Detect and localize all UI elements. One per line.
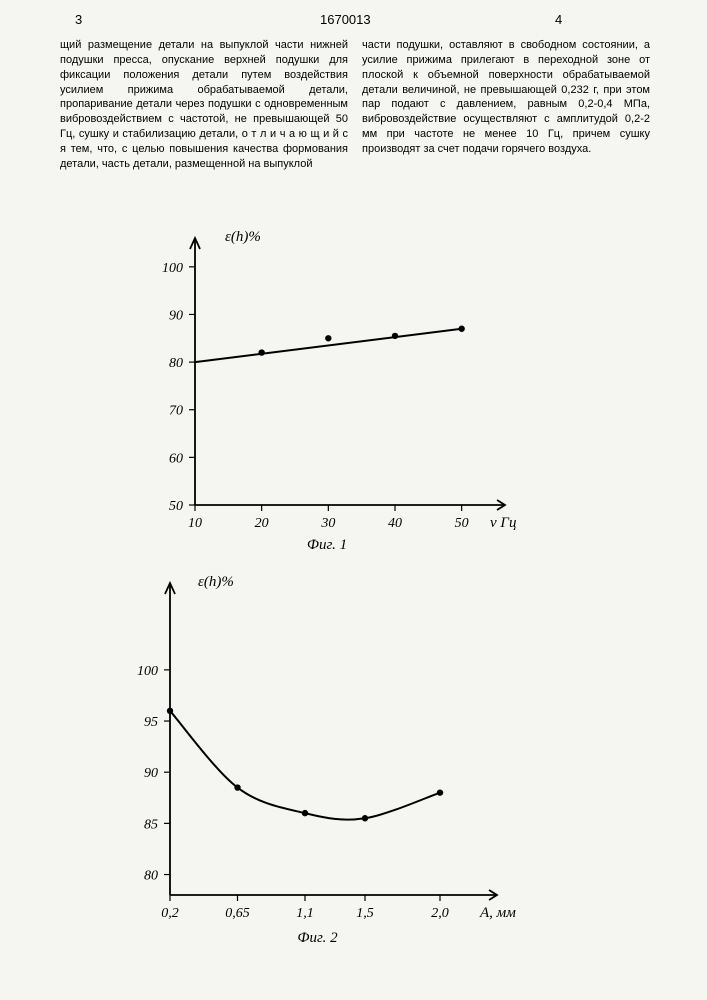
svg-text:80: 80: [144, 869, 158, 884]
svg-text:50: 50: [455, 516, 469, 531]
svg-text:20: 20: [255, 516, 269, 531]
svg-text:2,0: 2,0: [431, 906, 449, 921]
svg-text:30: 30: [320, 516, 335, 531]
text-col-1: щий размещение детали на выпуклой части …: [60, 38, 348, 172]
chart-1: 50 60 70 80 90 100 10 20 30 40 50 ε(h)% ν Гц Фиг. 1: [130, 225, 550, 555]
svg-text:100: 100: [162, 261, 183, 276]
svg-text:90: 90: [169, 308, 183, 323]
body-text: щий размещение детали на выпуклой части …: [60, 38, 650, 172]
page-num-right: 4: [555, 12, 562, 27]
svg-text:60: 60: [169, 451, 183, 466]
page-num-left: 3: [75, 12, 82, 27]
svg-text:0,65: 0,65: [225, 906, 250, 921]
svg-text:70: 70: [169, 404, 183, 419]
svg-text:ε(h)%: ε(h)%: [225, 229, 261, 245]
svg-text:50: 50: [169, 499, 183, 514]
svg-text:85: 85: [144, 817, 158, 832]
svg-text:95: 95: [144, 715, 158, 730]
svg-text:80: 80: [169, 356, 183, 371]
svg-text:ν Гц: ν Гц: [490, 515, 516, 531]
svg-text:Фиг. 1: Фиг. 1: [307, 537, 347, 553]
svg-text:40: 40: [388, 516, 402, 531]
svg-text:1,1: 1,1: [296, 906, 314, 921]
svg-text:ε(h)%: ε(h)%: [198, 574, 234, 590]
svg-text:Фиг. 2: Фиг. 2: [297, 930, 338, 946]
text-col-2: части подушки, оставляют в свободном сос…: [362, 38, 650, 172]
chart-2: 80 85 90 95 100 0,2 0,65 1,1 1,5 2,0 ε(h)% A, мм Фиг…: [100, 570, 540, 950]
svg-text:0,2: 0,2: [161, 906, 179, 921]
svg-text:90: 90: [144, 766, 158, 781]
svg-text:10: 10: [188, 516, 202, 531]
doc-number: 1670013: [320, 12, 371, 27]
svg-text:A, мм: A, мм: [479, 905, 516, 921]
svg-text:100: 100: [137, 664, 158, 679]
svg-text:1,5: 1,5: [356, 906, 374, 921]
